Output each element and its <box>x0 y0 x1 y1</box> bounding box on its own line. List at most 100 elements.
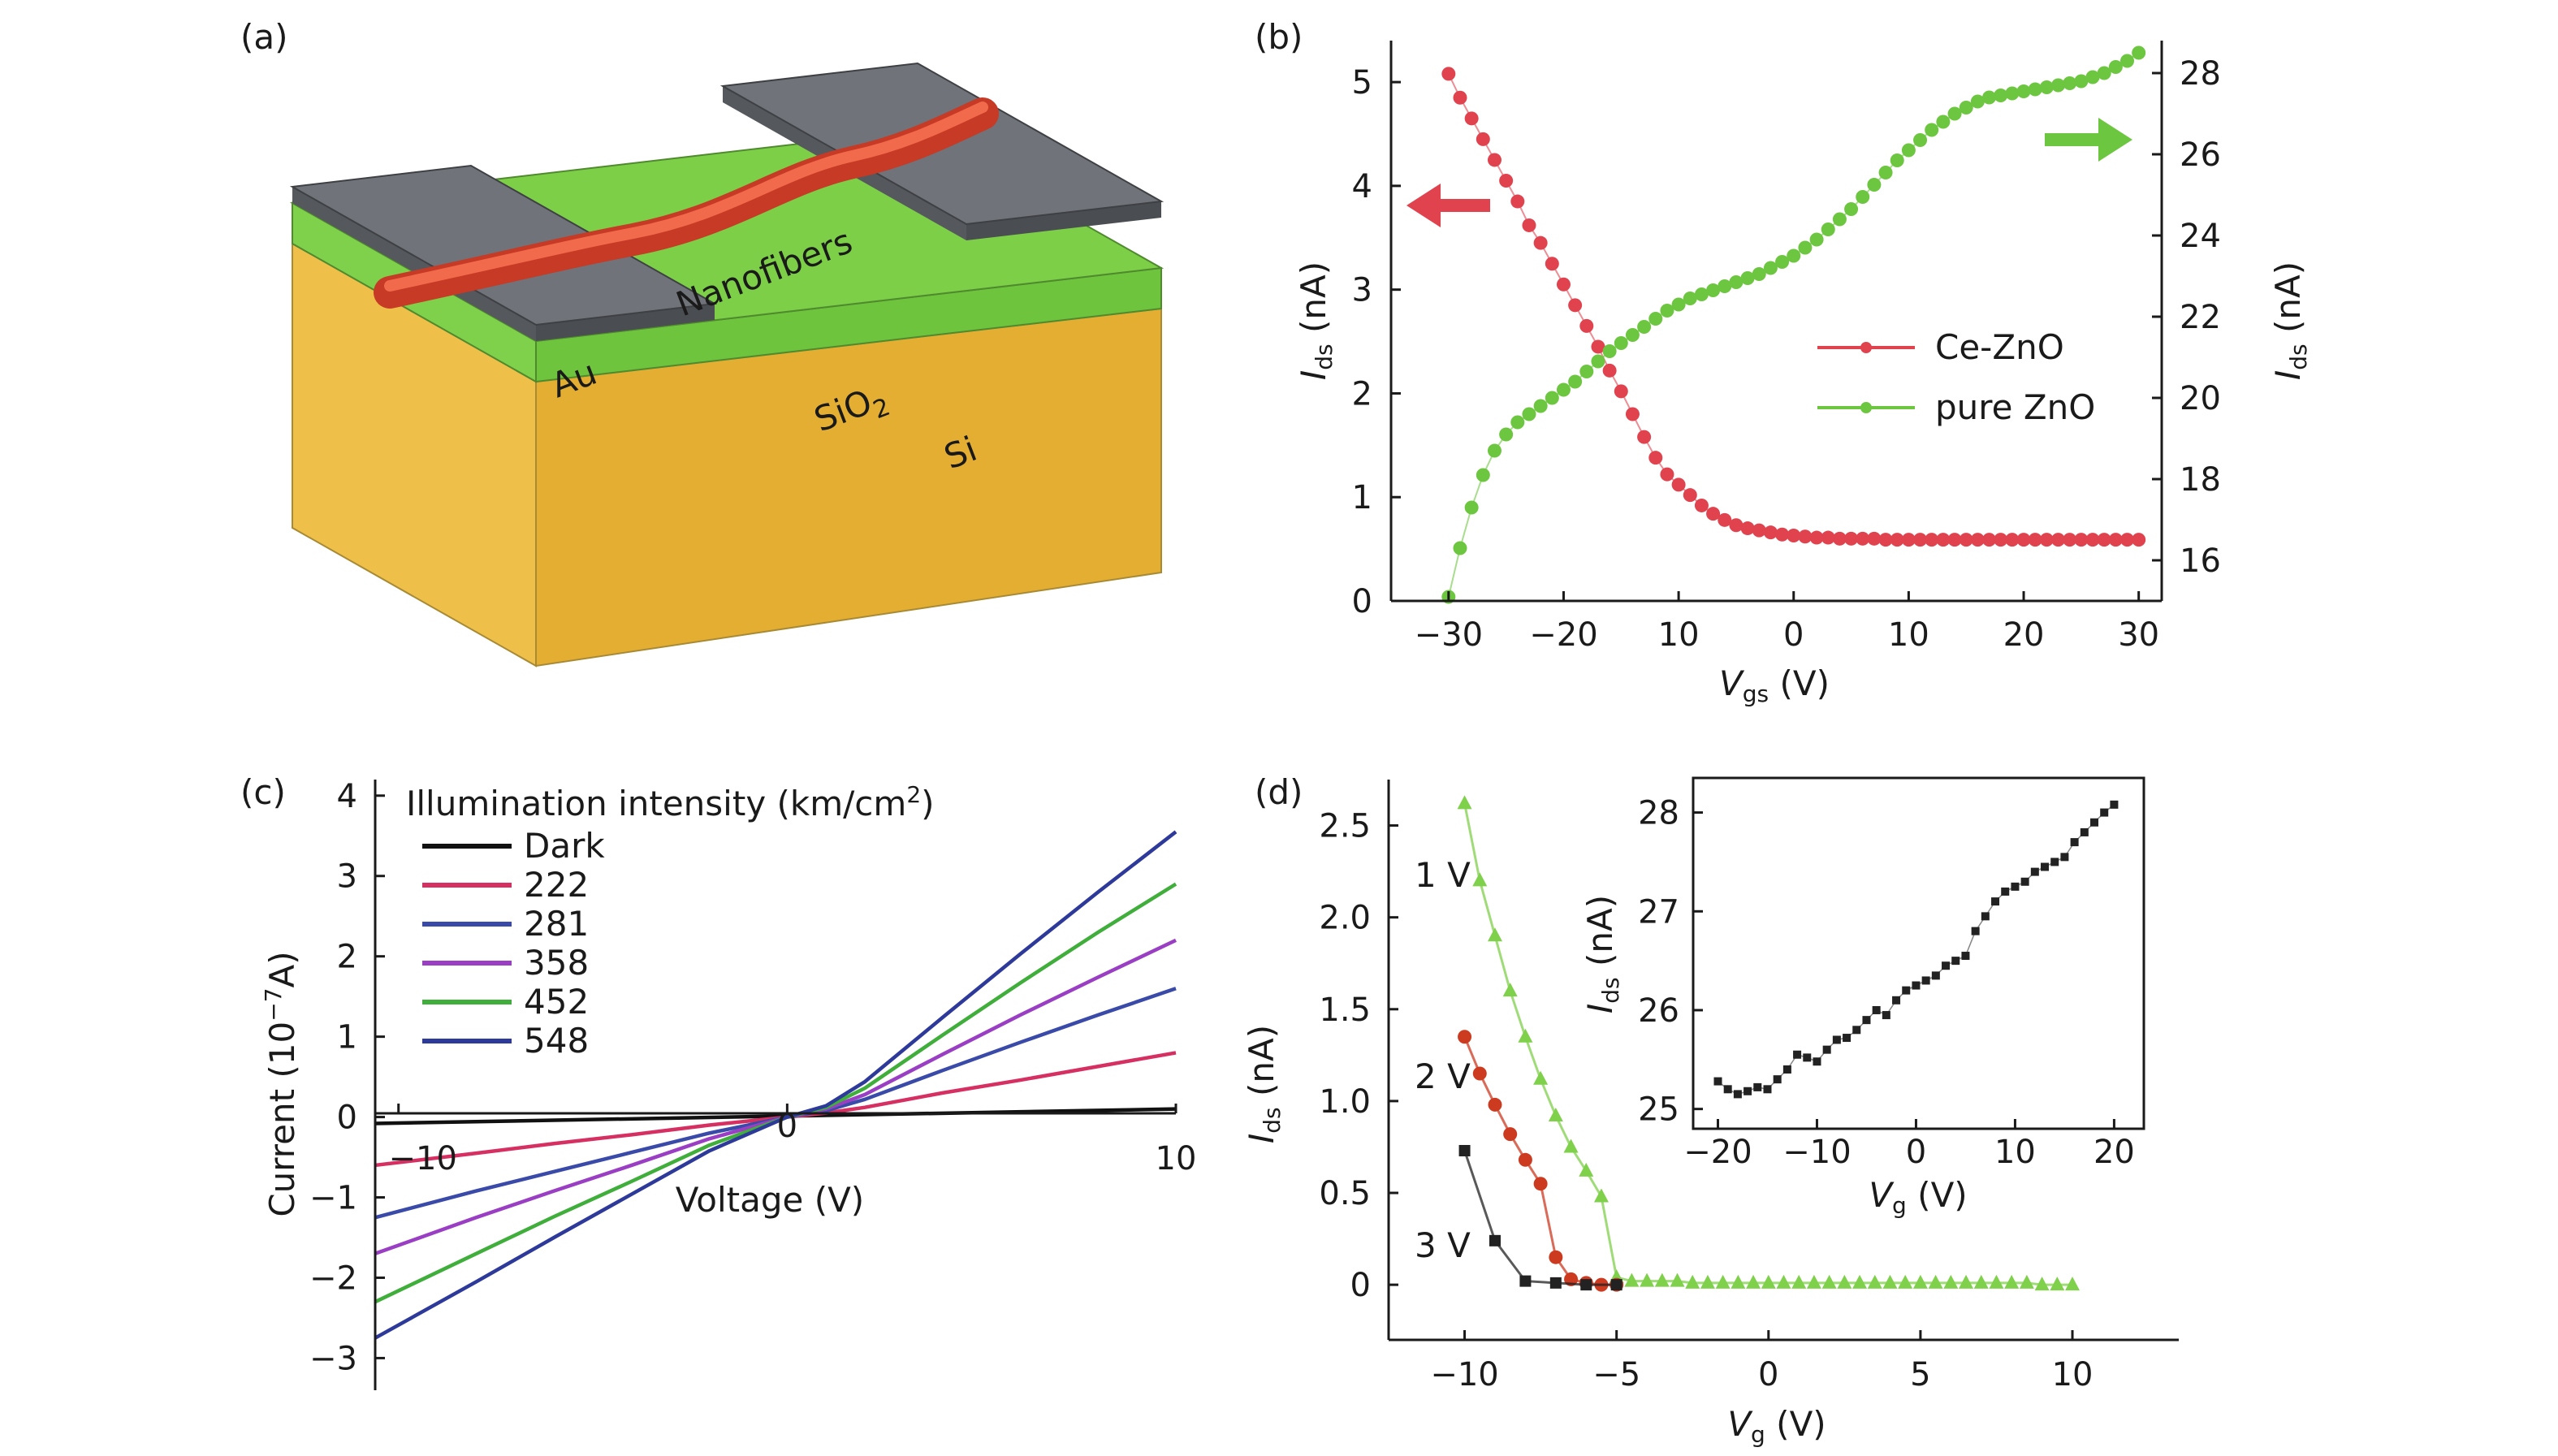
b-point-0-47 <box>1982 533 1997 547</box>
b-point-0-11 <box>1568 298 1583 313</box>
d-point-0-37 <box>2019 1274 2034 1289</box>
legend-ce-zno-marker <box>1860 342 1872 353</box>
c-xtick-label-0: −10 <box>389 1140 457 1177</box>
panel-b-label: (b) <box>1255 17 1303 57</box>
series-label-2v: 2 V <box>1415 1056 1471 1096</box>
b-point-0-49 <box>2005 533 2020 547</box>
b-point-1-26 <box>1740 271 1755 285</box>
b-point-0-22 <box>1694 498 1709 512</box>
c-legend-text-5: 548 <box>524 1021 589 1061</box>
b-point-1-57 <box>2097 66 2111 80</box>
d-point-0-4 <box>1518 1028 1533 1043</box>
b-ytick-left-label-0: 0 <box>1352 583 1372 620</box>
b-point-0-60 <box>2132 533 2146 547</box>
b-point-1-51 <box>2028 82 2042 97</box>
c-legend-text-4: 452 <box>524 982 589 1022</box>
inset-point-21 <box>1921 976 1930 985</box>
d-point-0-24 <box>1821 1274 1837 1289</box>
b-point-1-6 <box>1510 415 1525 430</box>
b-point-1-30 <box>1787 248 1801 263</box>
b-point-0-8 <box>1533 235 1548 250</box>
inset-point-33 <box>2041 862 2050 871</box>
d-point-1-5 <box>1533 1177 1548 1191</box>
d-point-0-3 <box>1502 983 1518 997</box>
c-legend-text-0: Dark <box>524 826 605 866</box>
au-left-front <box>292 187 536 341</box>
b-point-1-10 <box>1556 382 1571 397</box>
d-point-0-14 <box>1670 1272 1685 1287</box>
inset-point-13 <box>1843 1034 1852 1043</box>
b-ytick-right-label-6: 28 <box>2180 55 2221 93</box>
panel-d-plot <box>1457 795 2081 1292</box>
b-point-1-22 <box>1694 287 1709 301</box>
inset-point-4 <box>1753 1082 1762 1091</box>
b-point-1-60 <box>2132 45 2146 60</box>
inset-point-23 <box>1942 961 1951 970</box>
d-point-2-4 <box>1580 1279 1592 1291</box>
inset-point-12 <box>1832 1035 1841 1044</box>
d-point-0-12 <box>1640 1272 1655 1287</box>
inset-point-25 <box>1961 952 1970 961</box>
b-point-0-29 <box>1775 527 1790 542</box>
inset-plot <box>1713 800 2119 1099</box>
b-point-0-23 <box>1706 507 1721 521</box>
au-right-side <box>966 201 1161 240</box>
b-point-1-41 <box>1913 133 1928 147</box>
right-axis-arrow-head <box>2098 118 2132 162</box>
d-point-0-26 <box>1852 1274 1868 1289</box>
c-ytick-label-7: 4 <box>337 778 357 815</box>
inset-point-9 <box>1803 1053 1812 1062</box>
d-point-0-15 <box>1685 1274 1700 1289</box>
b-point-1-23 <box>1706 283 1721 297</box>
b-ytick-left-label-3: 3 <box>1352 272 1372 309</box>
b-point-1-43 <box>1936 114 1951 129</box>
b-point-0-0 <box>1441 67 1456 81</box>
b-point-0-59 <box>2120 533 2135 547</box>
c-ytick-label-4: 1 <box>337 1019 357 1056</box>
d-point-1-6 <box>1549 1250 1563 1264</box>
d-point-2-1 <box>1489 1234 1501 1246</box>
panel-b-legend: Ce-ZnO pure ZnO <box>1817 327 2095 427</box>
b-xtick-label-6: 30 <box>2118 616 2159 654</box>
d-ytick-label-2: 1.0 <box>1319 1083 1371 1121</box>
inset-point-5 <box>1763 1085 1772 1094</box>
inset-xtick-label-0: −20 <box>1683 1134 1752 1171</box>
b-point-1-48 <box>1994 89 2008 102</box>
inset-point-11 <box>1822 1045 1831 1054</box>
b-point-1-18 <box>1648 312 1663 326</box>
d-point-0-36 <box>2004 1274 2020 1289</box>
b-point-1-45 <box>1959 101 1973 114</box>
d-point-0-2 <box>1487 927 1502 942</box>
legend-pure-zno-text: pure ZnO <box>1935 387 2095 427</box>
d-point-1-0 <box>1458 1030 1472 1044</box>
panel-c-xlabel: Voltage (V) <box>676 1180 864 1220</box>
d-point-0-0 <box>1457 795 1472 810</box>
b-point-0-2 <box>1464 111 1479 126</box>
d-point-2-0 <box>1458 1144 1471 1156</box>
b-point-1-17 <box>1637 320 1652 334</box>
inset-point-28 <box>1991 897 2000 906</box>
inset-point-0 <box>1713 1077 1722 1086</box>
d-point-0-38 <box>2034 1277 2050 1291</box>
b-point-1-4 <box>1487 443 1502 458</box>
panel-d-ticks: −10 −5 0 5 10 0 0.5 1.0 1.5 2.0 2.5 <box>1319 808 2093 1393</box>
b-point-1-50 <box>2016 84 2031 98</box>
d-point-0-18 <box>1731 1274 1746 1289</box>
panel-d-ylabel: Ids (nA) <box>1242 1025 1285 1143</box>
inset-point-24 <box>1951 957 1960 966</box>
inset-ticks: −20 −10 0 10 20 25 26 27 28 <box>1638 795 2135 1171</box>
d-point-1-3 <box>1503 1127 1518 1142</box>
b-point-1-28 <box>1763 261 1778 275</box>
b-point-1-34 <box>1832 212 1847 227</box>
panel-c-ylabel: Current (10−7A) <box>260 951 302 1216</box>
c-xtick-label-2: 10 <box>1156 1140 1197 1177</box>
inset-point-2 <box>1733 1090 1742 1099</box>
c-legend-text-3: 358 <box>524 943 589 983</box>
b-point-1-37 <box>1867 178 1882 192</box>
b-series-line-0 <box>1447 73 2139 541</box>
b-point-0-58 <box>2108 533 2123 547</box>
b-point-1-16 <box>1625 328 1640 342</box>
b-ytick-right-label-0: 16 <box>2180 542 2221 580</box>
c-ytick-label-2: −1 <box>309 1180 357 1217</box>
d-point-0-13 <box>1654 1272 1670 1287</box>
